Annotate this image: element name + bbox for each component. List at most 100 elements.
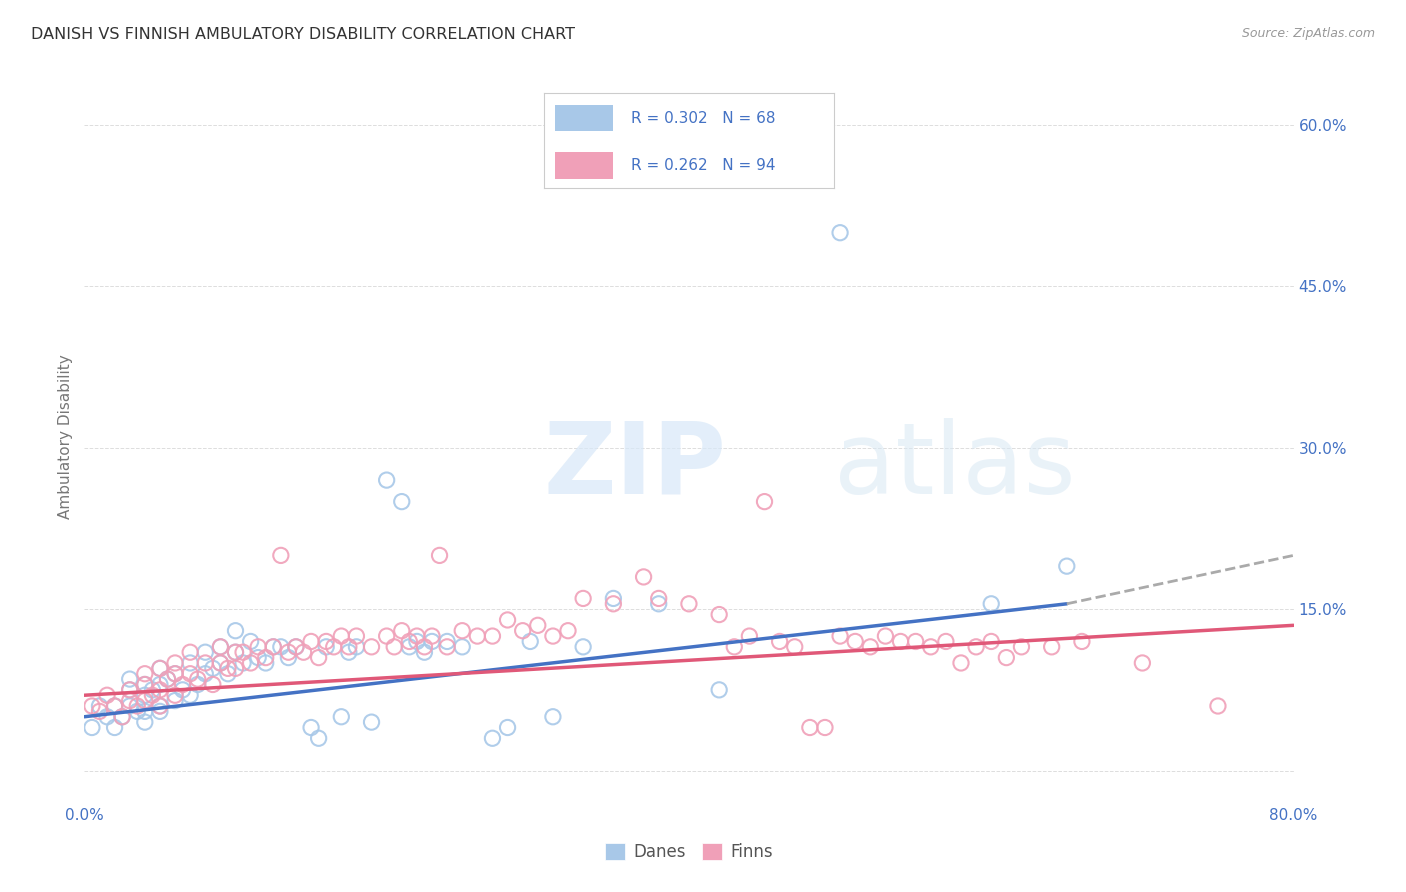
Point — [165, 666, 187, 681]
Point — [709, 682, 731, 697]
Point — [1011, 640, 1033, 654]
Point — [165, 666, 187, 681]
Point — [337, 640, 360, 654]
Point — [194, 645, 217, 659]
Point — [118, 682, 141, 697]
Point — [980, 634, 1002, 648]
Point — [149, 682, 172, 697]
Point — [814, 721, 837, 735]
Point — [875, 629, 897, 643]
Point — [172, 682, 194, 697]
Point — [118, 698, 141, 713]
Point — [217, 661, 239, 675]
Point — [134, 715, 156, 730]
Point — [541, 710, 564, 724]
Point — [541, 629, 564, 643]
Point — [1206, 698, 1229, 713]
Point — [165, 693, 187, 707]
Point — [557, 624, 579, 638]
Point — [225, 645, 247, 659]
Point — [262, 640, 284, 654]
Point — [648, 591, 671, 606]
Text: Source: ZipAtlas.com: Source: ZipAtlas.com — [1241, 27, 1375, 40]
Point — [995, 650, 1018, 665]
Point — [337, 645, 360, 659]
Point — [709, 607, 731, 622]
Point — [134, 705, 156, 719]
Point — [299, 634, 322, 648]
Point — [398, 640, 420, 654]
Point — [799, 721, 821, 735]
Point — [179, 656, 201, 670]
Point — [602, 597, 624, 611]
Point — [950, 656, 973, 670]
Point — [104, 698, 127, 713]
Point — [965, 640, 987, 654]
Legend: Danes, Finns: Danes, Finns — [598, 836, 780, 868]
Point — [769, 634, 792, 648]
Point — [118, 693, 141, 707]
Point — [935, 634, 957, 648]
Point — [481, 731, 503, 746]
Point — [308, 650, 330, 665]
Point — [239, 656, 262, 670]
Point — [179, 688, 201, 702]
Point — [398, 634, 420, 648]
Point — [844, 634, 866, 648]
Point — [519, 634, 541, 648]
Point — [277, 650, 299, 665]
Point — [232, 656, 254, 670]
Point — [1071, 634, 1094, 648]
Point — [141, 688, 163, 702]
Point — [890, 634, 912, 648]
Point — [201, 677, 224, 691]
Point — [315, 640, 337, 654]
Point — [980, 597, 1002, 611]
Point — [118, 672, 141, 686]
Point — [292, 645, 315, 659]
Point — [239, 634, 262, 648]
Point — [96, 688, 118, 702]
Point — [633, 570, 655, 584]
Point — [1130, 656, 1153, 670]
Point — [830, 629, 852, 643]
Point — [149, 661, 172, 675]
Point — [149, 661, 172, 675]
Point — [496, 721, 519, 735]
Point — [723, 640, 745, 654]
Point — [134, 666, 156, 681]
Point — [783, 640, 806, 654]
Point — [209, 640, 232, 654]
Point — [134, 688, 156, 702]
Point — [904, 634, 927, 648]
Point — [247, 640, 270, 654]
Point — [165, 688, 187, 702]
Point — [678, 597, 700, 611]
Point — [209, 656, 232, 670]
Point — [330, 710, 353, 724]
Point — [375, 473, 398, 487]
Text: ZIP: ZIP — [544, 417, 727, 515]
Point — [330, 629, 353, 643]
Point — [527, 618, 550, 632]
Point — [496, 613, 519, 627]
Point — [413, 645, 436, 659]
Point — [262, 640, 284, 654]
Point — [254, 650, 277, 665]
Point — [1056, 559, 1078, 574]
Point — [299, 721, 322, 735]
Point — [270, 549, 292, 563]
Point — [209, 656, 232, 670]
Point — [277, 645, 299, 659]
Point — [217, 666, 239, 681]
Point — [346, 629, 368, 643]
Point — [375, 629, 398, 643]
Point — [406, 634, 429, 648]
Point — [308, 731, 330, 746]
Point — [451, 624, 474, 638]
Point — [451, 640, 474, 654]
Point — [382, 640, 405, 654]
Point — [602, 591, 624, 606]
Point — [225, 661, 247, 675]
Point — [360, 715, 382, 730]
